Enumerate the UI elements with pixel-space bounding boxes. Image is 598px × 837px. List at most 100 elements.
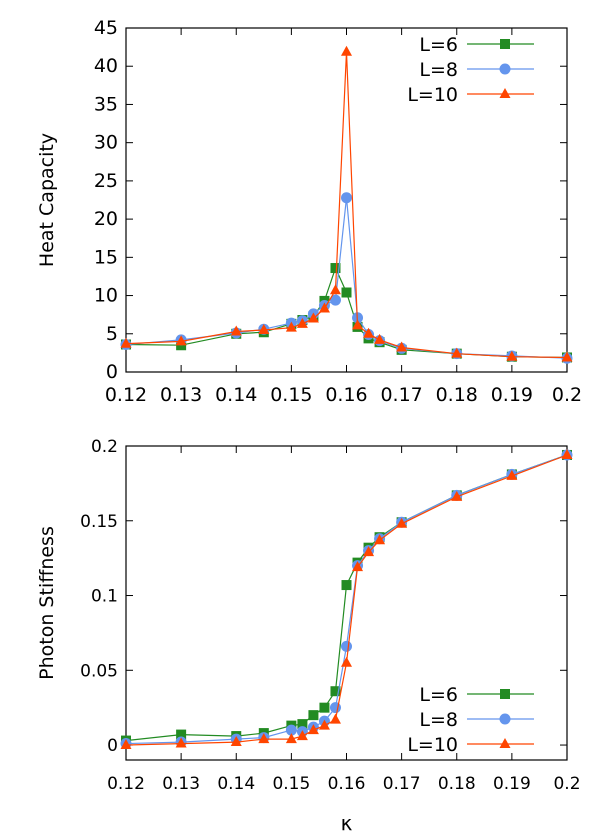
data-point [120, 739, 132, 750]
x-tick-label: 0.15 [270, 384, 312, 406]
y-tick-label: 45 [94, 17, 118, 39]
x-tick-label: 0.13 [162, 774, 200, 794]
data-point [230, 736, 242, 747]
x-tick-label: 0.19 [493, 774, 531, 794]
x-tick-label: 0.12 [107, 774, 145, 794]
y-tick-label: 10 [94, 285, 118, 307]
data-point [307, 312, 319, 323]
y-tick-label: 35 [94, 93, 118, 115]
y-tick-label: 0.1 [91, 587, 118, 607]
data-point [330, 686, 341, 697]
data-point [330, 263, 341, 274]
data-point [175, 737, 187, 748]
data-point [329, 294, 341, 306]
x-tick-label: 0.15 [272, 774, 310, 794]
heat-capacity-chart: 0.12 0.13 0.14 0.15 0.16 0.17 0.18 0.19 0.2 0 5 10 1… [36, 17, 582, 406]
x-tick-label: 0.18 [438, 774, 476, 794]
y-tick-label: 0.15 [80, 512, 118, 532]
legend-label: L=10 [407, 84, 458, 106]
legend-marker [499, 713, 511, 725]
legend-marker [500, 39, 510, 49]
legend-label: L=8 [419, 709, 458, 731]
x-tick-label: 0.17 [380, 384, 422, 406]
data-point [374, 333, 386, 344]
data-point [374, 534, 386, 545]
series-l8 [120, 192, 573, 364]
x-tick-label: 0.2 [552, 384, 582, 406]
series-line [125, 454, 568, 746]
data-point [297, 719, 308, 730]
y-tick-label: 0.05 [80, 661, 118, 681]
x-tick-label: 0.14 [215, 384, 257, 406]
data-point [285, 724, 297, 736]
y-axis-label: Heat Capacity [36, 133, 58, 267]
data-point [120, 337, 132, 348]
data-point [258, 323, 270, 334]
data-point [318, 719, 330, 730]
data-point [308, 710, 319, 721]
data-point [329, 702, 341, 714]
x-axis-label: κ [341, 811, 353, 835]
data-point [352, 319, 364, 330]
data-point [561, 351, 573, 362]
series-l10 [120, 448, 573, 750]
data-point [285, 321, 297, 332]
data-point [329, 284, 341, 295]
data-point [506, 469, 518, 480]
y-tick-label: 25 [94, 170, 118, 192]
data-point [258, 733, 270, 744]
y-tick-label: 0 [106, 361, 118, 383]
data-point [319, 702, 330, 713]
x-tick-label: 0.18 [436, 384, 478, 406]
legend-marker [499, 738, 511, 748]
data-point [318, 302, 330, 313]
legend-label: L=10 [407, 734, 458, 756]
data-point [230, 325, 242, 336]
y-tick-label: 5 [106, 323, 118, 345]
x-tick-label: 0.16 [328, 774, 366, 794]
legend-label: L=8 [419, 59, 458, 81]
data-point [341, 45, 352, 56]
data-point [285, 733, 297, 744]
series-l6 [121, 449, 572, 746]
y-tick-label: 40 [94, 55, 118, 77]
y-axis-label: Photon Stiffness [36, 526, 58, 680]
data-point [451, 490, 463, 501]
data-point [341, 287, 352, 298]
data-point [506, 350, 518, 361]
data-point [363, 327, 375, 338]
data-point [175, 335, 187, 346]
legend: L=6 L=8 L=10 [407, 34, 534, 106]
data-point [396, 517, 408, 528]
series-line [125, 454, 568, 745]
legend: L=6 L=8 L=10 [407, 684, 534, 756]
legend-marker [500, 689, 510, 699]
series-line [125, 197, 568, 359]
x-tick-label: 0.13 [160, 384, 202, 406]
x-tick-label: 0.17 [383, 774, 421, 794]
y-tick-label: 20 [94, 208, 118, 230]
data-point [341, 192, 352, 204]
data-point [341, 656, 352, 667]
x-tick-label: 0.2 [553, 774, 580, 794]
data-point [329, 713, 341, 724]
data-point [341, 580, 352, 591]
x-tick-label: 0.16 [325, 384, 367, 406]
x-tick-label: 0.12 [105, 384, 147, 406]
x-tick-label: 0.14 [217, 774, 255, 794]
legend-label: L=6 [419, 684, 458, 706]
series-l6 [121, 263, 572, 363]
photon-stiffness-chart: 0.12 0.13 0.14 0.15 0.16 0.17 0.18 0.19 0.2 0 0.05… [36, 437, 581, 835]
data-point [352, 561, 364, 572]
data-point [396, 341, 408, 352]
series-l8 [120, 449, 573, 750]
series-l10 [120, 45, 573, 362]
y-tick-label: 15 [94, 246, 118, 268]
y-tick-label: 0 [107, 736, 118, 756]
legend-marker [499, 88, 511, 98]
data-point [296, 317, 308, 328]
data-point [561, 448, 573, 459]
x-tick-label: 0.19 [491, 384, 533, 406]
y-tick-label: 30 [94, 132, 118, 154]
